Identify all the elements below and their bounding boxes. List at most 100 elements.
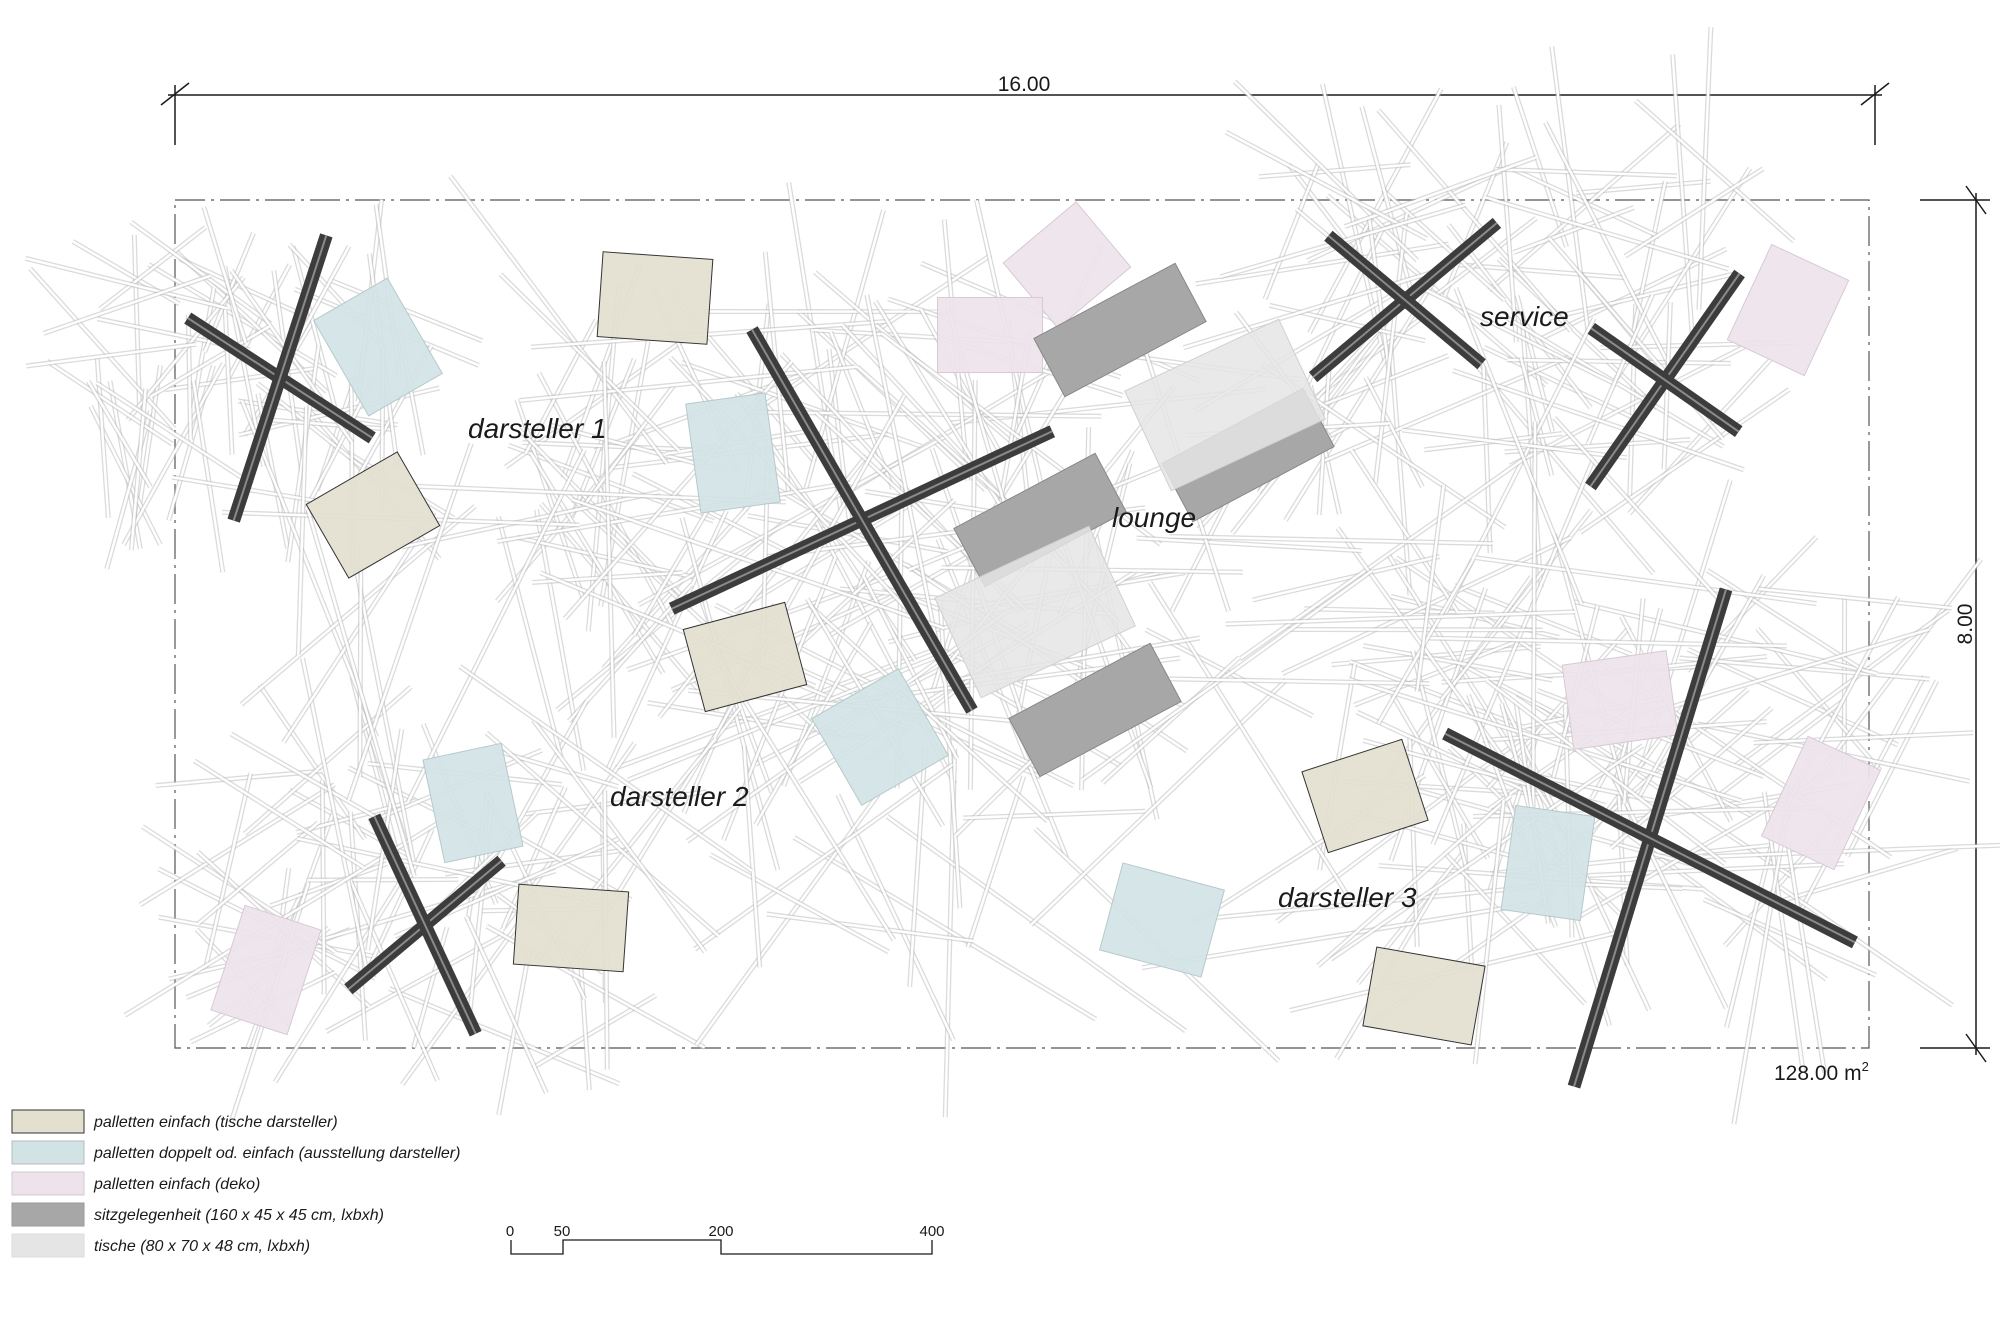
stick [1415,283,1618,386]
seat [1008,642,1182,778]
stick [1755,587,1953,610]
stick [1484,196,1729,271]
legend-swatch [11,1233,85,1258]
zone-label-darsteller-3: darsteller 3 [1278,882,1417,913]
stick [581,384,675,509]
zone-label-lounge: lounge [1112,502,1196,533]
stick [347,442,473,802]
stick [1330,744,1644,961]
stick [1364,376,1424,488]
legend-swatch [11,1171,85,1196]
stick [615,645,944,770]
stick [1719,700,1844,795]
stick [1350,449,1459,613]
pallet [685,392,781,514]
stick [96,382,253,486]
height-label: 8.00 [1954,604,1977,645]
stick [517,427,694,608]
stick [230,732,389,826]
stick [497,949,531,1116]
stick [1348,678,1742,802]
stick [1687,648,1899,746]
stick [532,719,707,953]
stick [531,994,657,1069]
zone-label-darsteller-1: darsteller 1 [468,413,607,444]
stick [1317,794,1512,967]
stick [29,267,176,430]
scale-tick-400: 400 [919,1223,944,1240]
stick [508,444,715,523]
beam-edge [1327,234,1483,366]
pallet [305,451,441,579]
stick [1454,287,1583,605]
stick [192,380,225,573]
stick [966,775,1025,948]
stick [459,665,753,872]
stick [291,245,339,416]
stick [1030,679,1288,926]
stick [155,769,322,787]
stick [1225,131,1428,240]
stick [139,783,336,906]
floor-boundary [174,199,1870,1049]
stick [1497,257,1658,410]
stick [1550,46,1590,332]
stick [301,658,368,969]
seat [1033,262,1207,398]
legend: palletten einfach (tische darsteller) pa… [11,1109,460,1258]
stick [1081,569,1373,781]
stick [269,862,388,907]
stick [515,399,585,600]
stick [133,234,141,411]
stick [1415,484,1445,692]
stick [1753,731,1974,745]
stick [1497,104,1518,343]
stick [1144,677,1430,685]
stick [602,361,616,738]
stick [465,916,548,1094]
stick [754,622,872,826]
stick [1779,886,1954,1007]
stick [1443,851,1587,1005]
stick [537,372,673,624]
legend-label: palletten doppelt od. einfach (ausstellu… [93,1145,460,1162]
stick [919,308,1005,461]
stick [886,815,1187,1032]
stick [1506,358,1731,365]
stick [353,559,415,861]
stick [307,878,459,882]
stick [496,481,851,543]
stick [1509,337,1761,467]
stick [1436,217,1537,295]
stick [1263,163,1320,300]
table [1124,318,1326,492]
pallet [1099,862,1225,978]
stick [401,490,661,549]
stick [122,362,225,546]
lounge-furniture [934,262,1335,778]
stick [709,853,890,954]
pallet [512,883,630,973]
stick [204,772,252,968]
beam-edge [1444,732,1856,944]
stick [633,504,712,637]
pallets [210,201,1882,1046]
stick [1624,167,1764,258]
beam-edge [232,235,328,521]
stick [43,274,212,335]
stick [358,564,363,778]
stick [1576,180,1711,195]
stick [1671,54,1695,350]
stick [258,684,366,840]
legend-label: tische (80 x 70 x 48 cm, lxbxh) [94,1238,310,1255]
stick [632,472,799,558]
legend-label: sitzgelegenheit (160 x 45 x 45 cm, lxbxh… [94,1207,384,1224]
pallet [682,601,808,713]
stick [1548,272,1737,320]
stick [406,449,586,803]
stick [306,509,416,877]
stick [694,763,954,951]
stick [1786,841,1826,1073]
pallet [1002,201,1132,329]
legend-label: palletten einfach (deko) [93,1176,260,1193]
